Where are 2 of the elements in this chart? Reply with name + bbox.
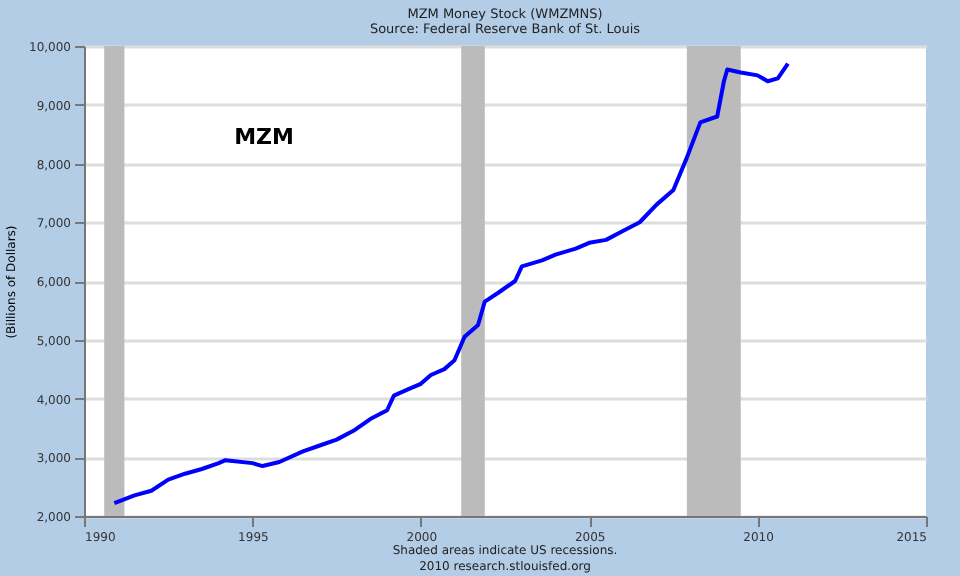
annotation: MZM [234,124,294,150]
line-series [112,61,790,506]
